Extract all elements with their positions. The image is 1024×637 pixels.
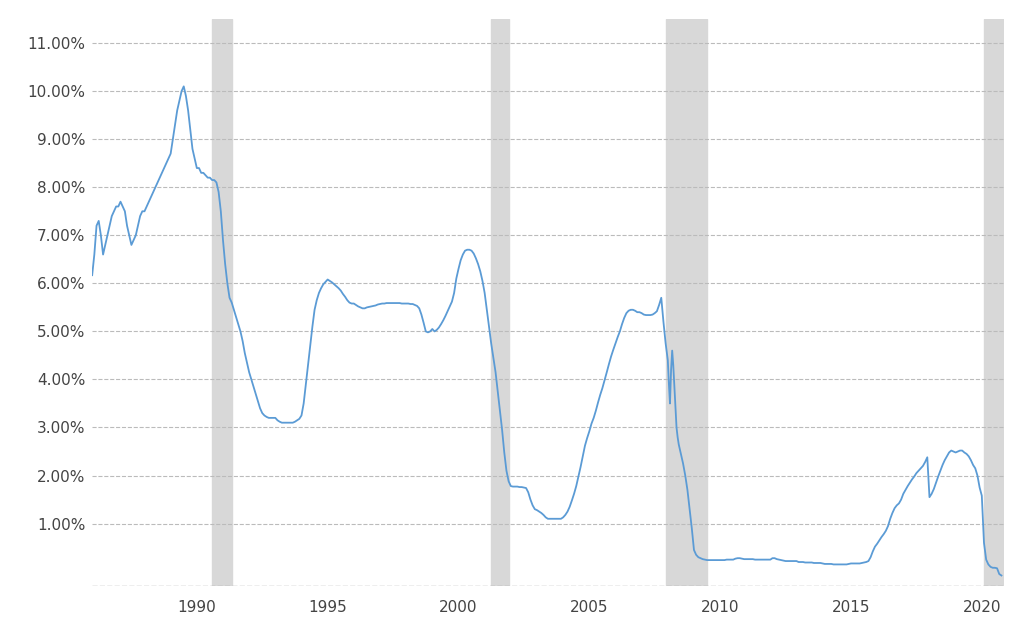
Bar (666, 19, 707, 586)
Bar (492, 19, 509, 586)
Bar (212, 19, 231, 586)
Bar (984, 19, 1004, 586)
